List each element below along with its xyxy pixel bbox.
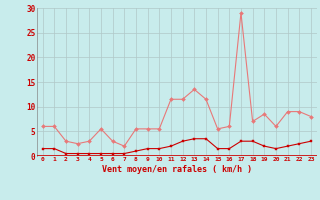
X-axis label: Vent moyen/en rafales ( km/h ): Vent moyen/en rafales ( km/h ) bbox=[102, 165, 252, 174]
